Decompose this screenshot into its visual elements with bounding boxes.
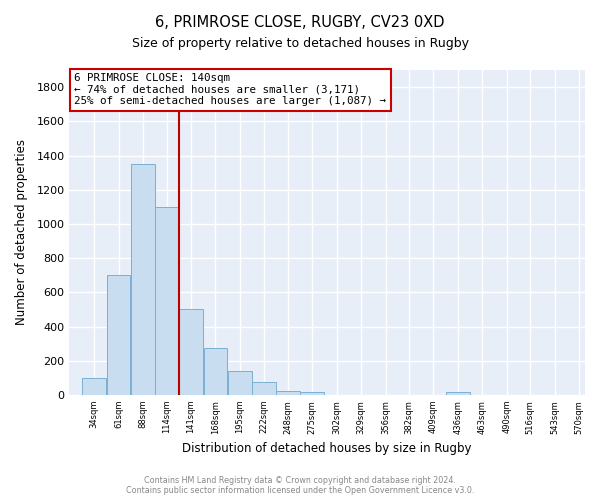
Bar [179, 310, 203, 395]
Bar [107, 275, 130, 395]
Text: Contains HM Land Registry data © Crown copyright and database right 2024.
Contai: Contains HM Land Registry data © Crown c… [126, 476, 474, 495]
Text: 6 PRIMROSE CLOSE: 140sqm
← 74% of detached houses are smaller (3,171)
25% of sem: 6 PRIMROSE CLOSE: 140sqm ← 74% of detach… [74, 73, 386, 106]
Bar [276, 390, 299, 395]
Bar [446, 392, 470, 395]
Bar [228, 371, 252, 395]
Bar [82, 378, 106, 395]
Y-axis label: Number of detached properties: Number of detached properties [15, 140, 28, 326]
Bar [155, 207, 178, 395]
Text: Size of property relative to detached houses in Rugby: Size of property relative to detached ho… [131, 38, 469, 51]
Bar [203, 348, 227, 395]
Bar [253, 382, 276, 395]
X-axis label: Distribution of detached houses by size in Rugby: Distribution of detached houses by size … [182, 442, 472, 455]
Bar [301, 392, 324, 395]
Text: 6, PRIMROSE CLOSE, RUGBY, CV23 0XD: 6, PRIMROSE CLOSE, RUGBY, CV23 0XD [155, 15, 445, 30]
Bar [131, 164, 155, 395]
